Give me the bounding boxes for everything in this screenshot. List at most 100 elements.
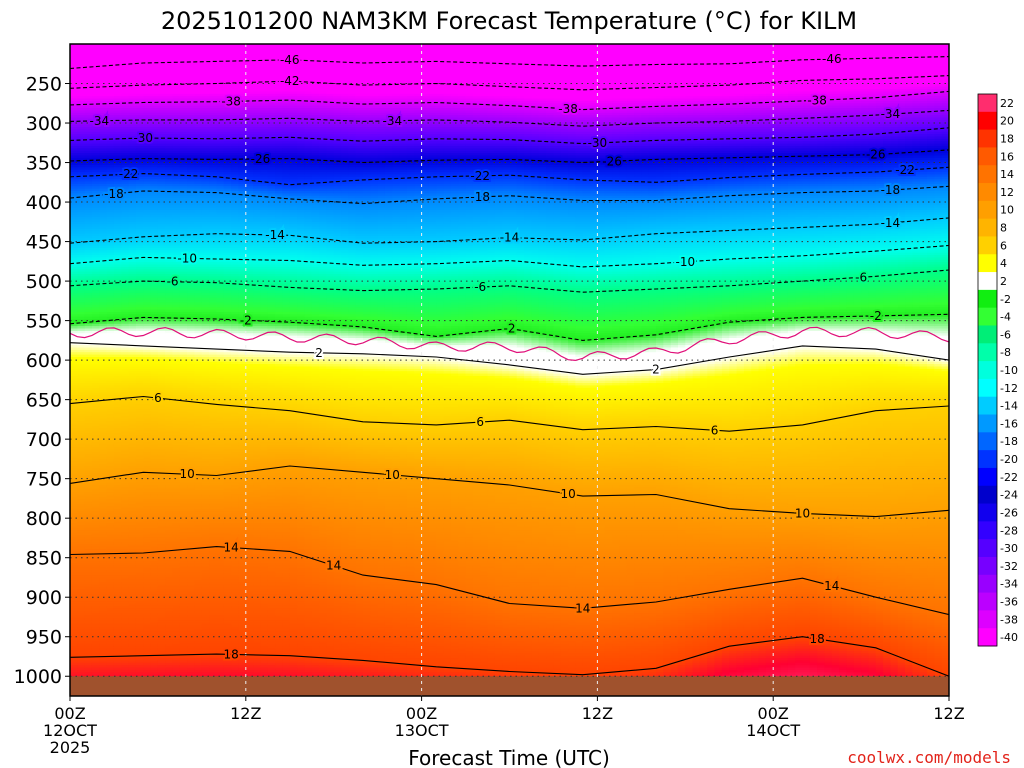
temperature-cell bbox=[70, 432, 78, 436]
temperature-cell bbox=[70, 387, 78, 391]
temperature-cell bbox=[70, 340, 78, 344]
temperature-cell bbox=[143, 150, 152, 154]
temperature-cell bbox=[121, 145, 130, 149]
temperature-cell bbox=[84, 639, 93, 643]
temperature-cell bbox=[135, 96, 144, 100]
temperature-cell bbox=[91, 179, 100, 183]
temperature-cell bbox=[84, 468, 93, 472]
temperature-cell bbox=[121, 577, 130, 581]
temperature-cell bbox=[70, 212, 78, 216]
temperature-cell bbox=[113, 207, 122, 211]
temperature-cell bbox=[91, 430, 100, 434]
temperature-cell bbox=[121, 309, 130, 313]
temperature-cell bbox=[84, 74, 93, 78]
temperature-cell bbox=[113, 288, 122, 292]
temperature-cell bbox=[143, 221, 152, 225]
temperature-cell bbox=[113, 447, 122, 451]
temperature-cell bbox=[150, 108, 159, 111]
temperature-cell bbox=[128, 449, 137, 453]
temperature-cell bbox=[113, 541, 122, 545]
temperature-cell bbox=[84, 447, 93, 451]
temperature-cell bbox=[143, 72, 152, 76]
temperature-cell bbox=[121, 468, 130, 472]
temperature-cell bbox=[91, 494, 100, 498]
temperature-cell bbox=[70, 311, 78, 315]
temperature-cell bbox=[84, 202, 93, 206]
temperature-cell bbox=[84, 672, 93, 676]
temperature-cell bbox=[143, 511, 152, 515]
temperature-cell bbox=[84, 461, 93, 465]
temperature-cell bbox=[150, 330, 159, 334]
temperature-cell bbox=[143, 190, 152, 194]
temperature-cell bbox=[143, 79, 152, 83]
temperature-cell bbox=[113, 183, 122, 187]
temperature-cell bbox=[143, 660, 152, 664]
temperature-cell bbox=[121, 394, 130, 398]
temperature-cell bbox=[150, 86, 159, 90]
temperature-cell bbox=[99, 392, 108, 396]
temperature-cell bbox=[128, 72, 137, 76]
temperature-cell bbox=[135, 553, 144, 557]
temperature-cell bbox=[128, 319, 137, 322]
temperature-cell bbox=[150, 77, 159, 81]
temperature-cell bbox=[150, 297, 159, 301]
temperature-cell bbox=[91, 202, 100, 206]
temperature-cell bbox=[106, 96, 115, 100]
temperature-cell bbox=[128, 169, 137, 173]
temperature-cell bbox=[121, 91, 130, 95]
temperature-cell bbox=[99, 70, 108, 74]
temperature-cell bbox=[84, 195, 93, 199]
temperature-cell bbox=[113, 126, 122, 130]
temperature-cell bbox=[150, 60, 159, 64]
temperature-cell bbox=[113, 93, 122, 97]
temperature-cell bbox=[70, 662, 78, 666]
temperature-cell bbox=[106, 93, 115, 97]
temperature-cell bbox=[77, 51, 86, 55]
temperature-cell bbox=[121, 119, 130, 123]
temperature-cell bbox=[135, 539, 144, 543]
temperature-cell bbox=[84, 131, 93, 135]
temperature-cell bbox=[113, 174, 122, 178]
temperature-cell bbox=[84, 537, 93, 541]
temperature-cell bbox=[84, 601, 93, 605]
temperature-cell bbox=[150, 110, 159, 114]
temperature-cell bbox=[106, 259, 115, 263]
temperature-cell bbox=[77, 172, 86, 175]
temperature-cell bbox=[113, 195, 122, 199]
temperature-cell bbox=[84, 285, 93, 289]
temperature-fill bbox=[70, 44, 949, 696]
temperature-cell bbox=[143, 594, 152, 598]
temperature-cell bbox=[91, 451, 100, 455]
temperature-cell bbox=[113, 129, 122, 133]
temperature-cell bbox=[128, 281, 137, 285]
temperature-cell bbox=[128, 413, 137, 417]
temperature-cell bbox=[135, 636, 144, 640]
temperature-cell bbox=[91, 209, 100, 213]
temperature-cell bbox=[128, 288, 137, 292]
temperature-cell bbox=[70, 508, 78, 512]
temperature-cell bbox=[121, 48, 130, 52]
temperature-cell bbox=[70, 394, 78, 398]
temperature-cell bbox=[128, 105, 137, 109]
temperature-cell bbox=[128, 183, 137, 187]
temperature-cell bbox=[91, 105, 100, 109]
temperature-cell bbox=[99, 613, 108, 616]
temperature-cell bbox=[99, 551, 108, 555]
temperature-cell bbox=[106, 231, 115, 235]
temperature-cell bbox=[77, 316, 86, 320]
temperature-cell bbox=[135, 665, 144, 669]
temperature-cell bbox=[77, 361, 86, 365]
temperature-cell bbox=[128, 155, 137, 159]
temperature-cell bbox=[99, 643, 108, 647]
temperature-cell bbox=[121, 466, 130, 469]
temperature-cell bbox=[77, 297, 86, 301]
temperature-cell bbox=[150, 96, 159, 100]
temperature-cell bbox=[121, 340, 130, 344]
temperature-cell bbox=[150, 340, 159, 344]
temperature-cell bbox=[99, 354, 108, 358]
temperature-cell bbox=[77, 515, 86, 519]
temperature-cell bbox=[121, 72, 130, 76]
temperature-cell bbox=[77, 115, 86, 119]
temperature-cell bbox=[84, 620, 93, 624]
temperature-cell bbox=[128, 565, 137, 569]
